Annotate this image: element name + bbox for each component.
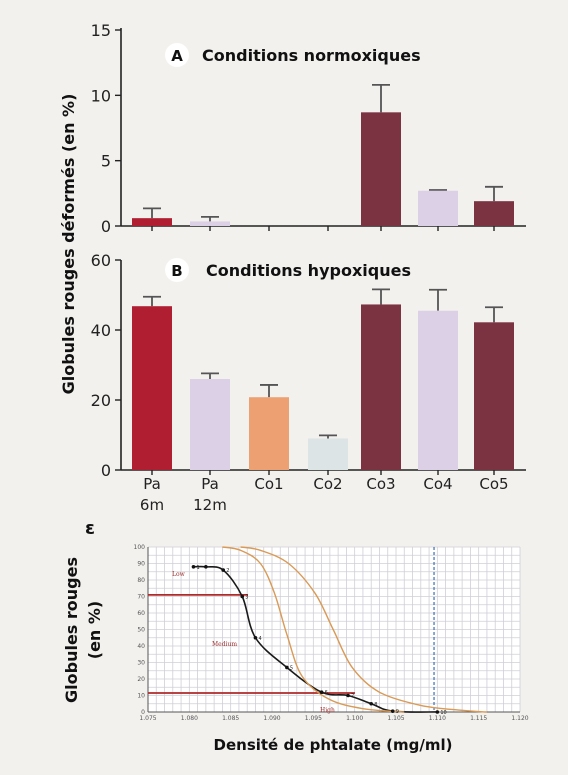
- panel-b-category-label: Co3: [366, 475, 395, 493]
- panel-a-bar-1: [190, 221, 230, 226]
- y-axis-title: Globules rouges déformés (en %): [59, 94, 78, 395]
- panel-b-bar-2: [249, 397, 289, 470]
- panel-c-data-point: [285, 665, 289, 670]
- panel-a-y-tick-label: 5: [101, 152, 111, 171]
- panel-a-y-tick-label: 0: [101, 217, 111, 236]
- panel-b-bar-3: [308, 438, 348, 470]
- panel-b-category-label: Co2: [313, 475, 342, 493]
- panel-c-data-point: [204, 565, 208, 569]
- panel-c-y-tick-label: 70: [137, 594, 145, 601]
- panel-c-x-tick-label: 1.120: [511, 715, 528, 722]
- panel-c-x-tick-label: 1.110: [429, 715, 446, 722]
- panel-c-y-tick-label: 60: [137, 610, 145, 617]
- panel-c-orange-curve-1: [222, 546, 405, 713]
- panel-c-data-point: [369, 701, 374, 706]
- panel-c-data-point: [346, 693, 350, 698]
- panel-c-ylabel-line1: Globules rouges: [62, 557, 81, 703]
- panel-c-point-label: 1: [196, 565, 199, 571]
- panel-b-bar-0: [132, 306, 172, 470]
- panel-b-category-label: Co5: [479, 475, 508, 493]
- panel-c-point-label: 5: [290, 665, 293, 671]
- panel-c-point-label: 7: [351, 694, 354, 700]
- panel-b-category-label: Pa: [201, 475, 219, 493]
- panel-c-y-tick-label: 30: [137, 660, 145, 667]
- panel-c-x-tick-label: 1.115: [470, 715, 487, 722]
- panel-c-data-point: [319, 690, 324, 694]
- panel-a-title: Conditions normoxiques: [202, 46, 421, 65]
- panel-c-x-tick-label: 1.090: [263, 715, 280, 722]
- panel-a-y-tick-label: 10: [91, 86, 111, 105]
- panel-c-y-tick-label: 10: [137, 693, 145, 700]
- panel-b-heading: B Conditions hypoxiques: [165, 258, 411, 282]
- panel-c-zone-high: High: [320, 707, 335, 714]
- panel-c-data-point: [240, 594, 245, 599]
- panel-b-category-label: Co1: [254, 475, 283, 493]
- panel-c-data-point: [390, 709, 395, 713]
- panel-a-bar-4: [361, 112, 401, 226]
- panel-b-category-label: 6m: [140, 496, 164, 514]
- panel-b-y-tick-label: 40: [91, 321, 111, 340]
- panel-c-data-point: [191, 565, 196, 569]
- panel-c-zone-low: Low: [172, 571, 186, 578]
- panel-c-y-tick-label: 50: [137, 627, 145, 634]
- panel-c-y-tick-label: 0: [141, 709, 145, 716]
- panel-c-y-tick-label: 100: [134, 544, 146, 551]
- panel-c-ylabel-line2: (en %): [85, 601, 104, 659]
- panel-c-y-tick-label: 40: [137, 643, 145, 650]
- panel-a-letter: A: [171, 47, 183, 65]
- panel-c-letter: ε: [85, 518, 95, 539]
- panel-c-y-tick-label: 90: [137, 561, 145, 568]
- panel-c-zone-medium: Medium: [212, 641, 237, 648]
- panel-b-y-tick-label: 60: [91, 251, 111, 270]
- panel-c-x-tick-label: 1.075: [139, 715, 156, 722]
- panel-c-point-label: 4: [258, 636, 261, 642]
- panel-b-category-label: Co4: [423, 475, 452, 493]
- panel-a-bar-0: [132, 218, 172, 226]
- panel-c-point-label: 8: [374, 702, 377, 708]
- panel-b-bar-1: [190, 379, 230, 470]
- panel-b-letter: B: [171, 262, 182, 280]
- panel-a-y-tick-label: 15: [91, 21, 111, 40]
- panel-c-point-label: 2: [226, 568, 229, 574]
- panel-c-point-label: 10: [440, 710, 446, 716]
- panel-c-point-label: 6: [325, 690, 328, 696]
- panel-b-category-label: Pa: [143, 475, 161, 493]
- panel-c-point-label: 9: [396, 709, 399, 715]
- panel-b-category-label: 12m: [193, 496, 227, 514]
- panel-c-x-tick-label: 1.095: [305, 715, 322, 722]
- panel-b-bar-4: [361, 304, 401, 470]
- panel-c-orange-curve-2: [240, 546, 487, 713]
- panel-c-x-tick-label: 1.085: [222, 715, 239, 722]
- panel-c-xlabel: Densité de phtalate (mg/ml): [214, 736, 453, 754]
- panel-c-chart: ε Globules rouges (en %) 0 10 20 30 40 50 60 70…: [62, 518, 529, 754]
- panel-c-x-tick-label: 1.080: [181, 715, 198, 722]
- panel-c-y-tick-label: 80: [137, 577, 145, 584]
- panel-b-y-tick-label: 20: [91, 391, 111, 410]
- panel-b-title: Conditions hypoxiques: [206, 261, 411, 280]
- panel-c-y-tick-label: 20: [137, 676, 145, 683]
- panel-a-bar-5: [418, 190, 458, 226]
- panel-c-data-point: [435, 710, 440, 714]
- panel-a-bar-6: [474, 201, 514, 226]
- panel-c-data-point: [253, 635, 258, 640]
- panel-c-data-point: [221, 568, 226, 572]
- panel-b-bar-5: [418, 310, 458, 470]
- panel-a-heading: A Conditions normoxiques: [165, 43, 421, 67]
- panel-b-chart: 0 20 40 60 Pa 6m Pa 12m Co1 Co2 Co3 Co4 Co5 B Condi…: [91, 251, 526, 514]
- panel-b-y-tick-label: 0: [101, 461, 111, 480]
- panel-c-x-tick-label: 1.100: [346, 715, 363, 722]
- panel-c-x-tick-label: 1.105: [387, 715, 404, 722]
- panel-a-chart: 0 5 10 15 A Conditions normoxiques: [91, 21, 526, 236]
- panel-b-bar-6: [474, 322, 514, 470]
- panel-c-point-label: 3: [245, 595, 248, 601]
